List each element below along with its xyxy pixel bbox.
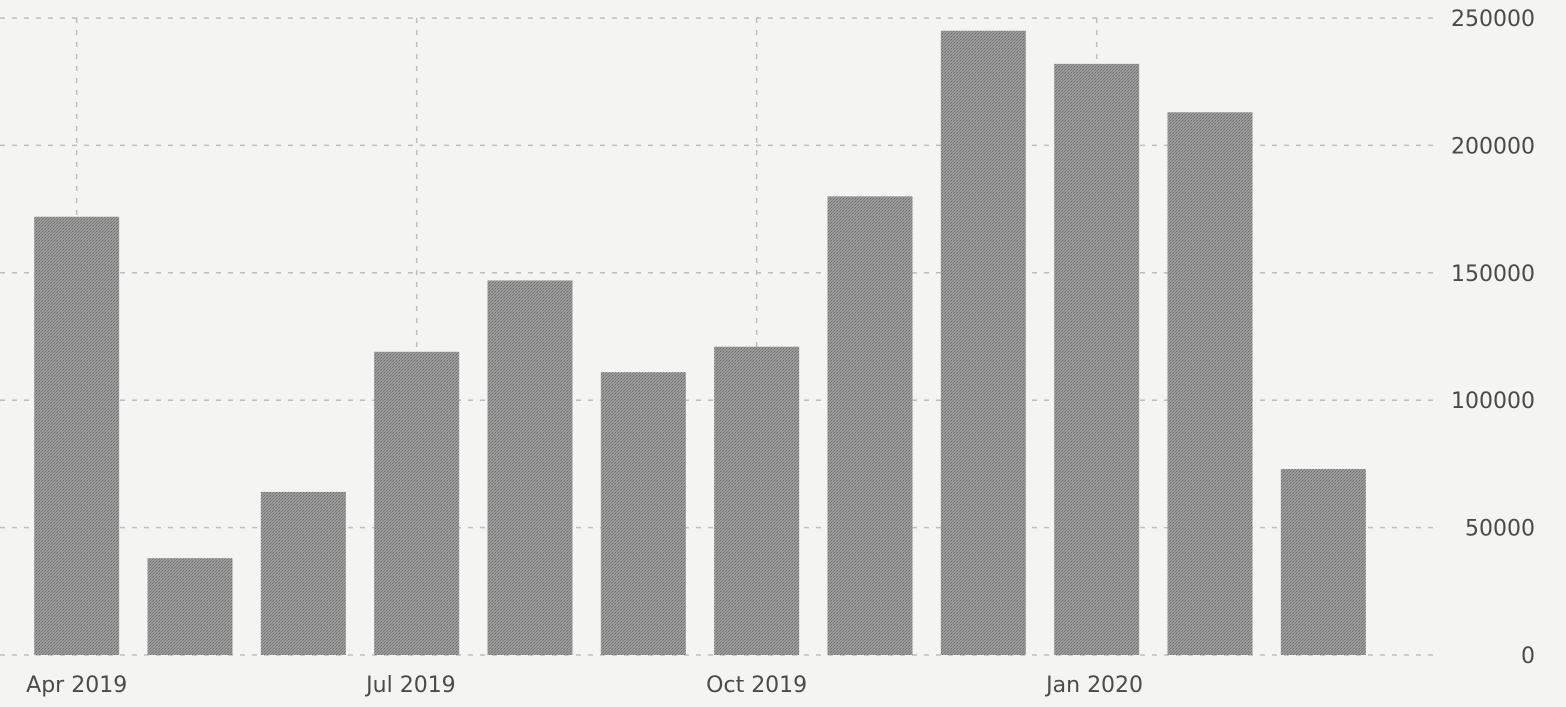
x-tick-label: Apr 2019 [26,673,127,698]
bar-sep-2019 [600,372,686,655]
bar-nov-2019 [827,196,913,656]
bar-feb-2020 [1167,112,1253,655]
bar-may-2019 [147,558,233,655]
bar-jan-2020 [1054,63,1140,655]
x-tick-label: Jul 2019 [364,673,456,698]
y-tick-label: 0 [1521,644,1535,669]
x-axis-tick-labels: Apr 2019 Jul 2019 Oct 2019 Jan 2020 [26,673,1143,698]
bar-apr-2019 [34,216,120,655]
x-tick-label: Oct 2019 [706,673,807,698]
y-tick-label: 200000 [1451,134,1535,159]
y-axis-tick-labels: 0 50000 100000 150000 200000 250000 [1451,7,1535,669]
bars [34,30,1366,656]
bar-mar-2020 [1280,468,1366,655]
bar-aug-2019 [487,280,573,655]
bar-jun-2019 [260,491,346,655]
y-tick-label: 50000 [1465,517,1535,542]
y-tick-label: 100000 [1451,389,1535,414]
bar-jul-2019 [374,351,460,655]
bar-dec-2019 [940,30,1026,656]
x-tick-label: Jan 2020 [1044,673,1143,698]
bar-oct-2019 [714,346,800,655]
y-tick-label: 150000 [1451,262,1535,287]
y-tick-label: 250000 [1451,7,1535,32]
